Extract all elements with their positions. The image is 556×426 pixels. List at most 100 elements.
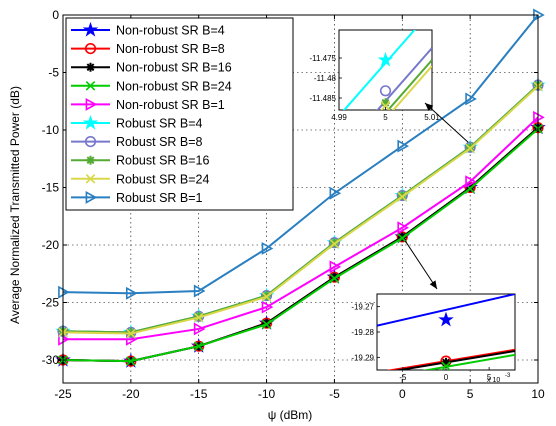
data-point xyxy=(58,285,70,299)
data-point xyxy=(329,260,342,274)
y-axis-label: Average Normalized Transmitted Power (dB… xyxy=(8,86,22,324)
inset-data-point xyxy=(380,101,391,110)
series-layer xyxy=(55,8,546,368)
inset-frame xyxy=(338,29,433,111)
inset-series-line xyxy=(392,65,432,110)
y-tick-label: -20 xyxy=(42,238,60,252)
inset-x-tick-label: 5 xyxy=(383,113,388,122)
arrow-shaft xyxy=(404,240,438,290)
y-tick-label: -15 xyxy=(42,181,60,195)
inset-y-tick-label: -19.29 xyxy=(351,353,374,362)
data-point xyxy=(126,327,136,337)
data-point xyxy=(465,175,477,189)
arrow-head xyxy=(429,280,437,289)
inset-x-multiplier: x 10 xyxy=(487,377,500,384)
legend-label: Robust SR B=4 xyxy=(116,117,203,131)
legend: Non-robust SR B=4 Non-robust SR B=8 Non-ro… xyxy=(65,17,294,211)
data-point xyxy=(260,290,273,302)
legend-label: Non-robust SR B=1 xyxy=(116,98,225,112)
inset-2: -5 0 5 -19.27 -19.28 -19.29 x 10 -3 xyxy=(351,293,516,384)
legend-marker xyxy=(84,42,97,55)
y-tick-label: -25 xyxy=(42,296,60,310)
inset-y-tick-label: -19.27 xyxy=(351,303,374,312)
inset-data-point xyxy=(438,311,454,327)
legend-item: Non-robust SR B=24 xyxy=(71,79,232,93)
legend-marker xyxy=(86,62,95,72)
data-point xyxy=(261,319,272,330)
inset-y-tick-label: -11.475 xyxy=(309,54,336,63)
legend-label: Non-robust SR B=8 xyxy=(116,42,225,56)
data-point xyxy=(126,356,136,366)
legend-marker xyxy=(85,97,98,111)
data-point xyxy=(328,271,341,283)
data-point xyxy=(193,312,204,323)
insets: 4.99 5 5.01-11.475-11.48-11.485-5 0 5-19.27-… xyxy=(309,29,516,384)
x-axis-label: ψ (dBm) xyxy=(268,408,313,422)
series-line xyxy=(62,85,539,335)
x-tick-label: 10 xyxy=(531,387,545,401)
legend-label: Robust SR B=24 xyxy=(116,172,210,186)
legend-item: Robust SR B=8 xyxy=(71,135,203,149)
legend-item: Robust SR B=1 xyxy=(71,191,203,205)
inset-data-point xyxy=(377,51,394,67)
x-tick-label: -10 xyxy=(258,387,276,401)
data-point xyxy=(193,322,206,336)
legend-item: Robust SR B=4 xyxy=(71,114,203,131)
x-tick-label: -25 xyxy=(54,387,72,401)
legend-marker xyxy=(82,114,99,130)
x-tick-label: -20 xyxy=(122,387,140,401)
inset-x-tick-label: 5.01 xyxy=(424,113,440,122)
arrow-head xyxy=(425,103,434,111)
data-point xyxy=(328,237,341,249)
legend-item: Robust SR B=24 xyxy=(71,172,210,186)
legend-marker xyxy=(85,190,98,204)
inset-x-exponent: -3 xyxy=(505,373,511,379)
y-tick-label: -10 xyxy=(42,123,60,137)
x-tick-label: -5 xyxy=(329,387,340,401)
legend-item: Non-robust SR B=16 xyxy=(71,61,232,75)
legend-label: Non-robust SR B=24 xyxy=(116,79,232,93)
data-point xyxy=(397,221,410,235)
inset-data-point xyxy=(379,85,392,97)
legend-item: Non-robust SR B=1 xyxy=(71,98,225,112)
series-line xyxy=(62,14,539,295)
inset-series xyxy=(342,30,432,110)
data-point xyxy=(260,317,273,329)
data-point xyxy=(397,139,410,153)
inset-x-tick-label: 4.99 xyxy=(331,113,347,122)
data-point xyxy=(464,141,476,153)
x-tick-label: 5 xyxy=(467,387,474,401)
data-point xyxy=(261,241,274,255)
data-point xyxy=(193,284,206,298)
data-point xyxy=(465,143,475,154)
inset-data-point xyxy=(381,98,390,108)
data-point xyxy=(329,273,340,284)
data-point xyxy=(194,311,204,321)
inset-data-point xyxy=(441,361,451,370)
arrow-to-top-inset xyxy=(424,102,469,143)
inset-data-point xyxy=(441,357,451,367)
legend-item: Robust SR B=16 xyxy=(71,154,210,168)
legend-item: Non-robust SR B=4 xyxy=(71,21,225,38)
data-point xyxy=(193,341,204,351)
legend-marker xyxy=(82,21,99,37)
axis-ticks: -25 -20 -15 -10 -5 0 5 10 0 -5 -10 -15 -20 -25 -30 xyxy=(42,8,545,401)
legend-label: Robust SR B=8 xyxy=(116,135,203,149)
inset-x-tick-label: 5 xyxy=(487,373,492,382)
legend-label: Robust SR B=1 xyxy=(116,191,203,205)
legend-item: Non-robust SR B=8 xyxy=(71,42,225,56)
y-tick-label: 0 xyxy=(52,8,59,22)
inset-series-line xyxy=(386,59,432,110)
data-point xyxy=(533,110,545,124)
data-point xyxy=(125,286,138,300)
inset-y-tick-label: -11.48 xyxy=(314,74,337,83)
data-point xyxy=(329,239,340,249)
data-point xyxy=(397,233,408,243)
x-tick-label: -15 xyxy=(190,387,208,401)
arrow-to-bottom-inset xyxy=(404,240,438,290)
inset-x-tick-label: 0 xyxy=(444,373,449,382)
data-point xyxy=(329,186,342,200)
y-tick-label: -30 xyxy=(42,353,60,367)
y-tick-label: -5 xyxy=(48,66,59,80)
